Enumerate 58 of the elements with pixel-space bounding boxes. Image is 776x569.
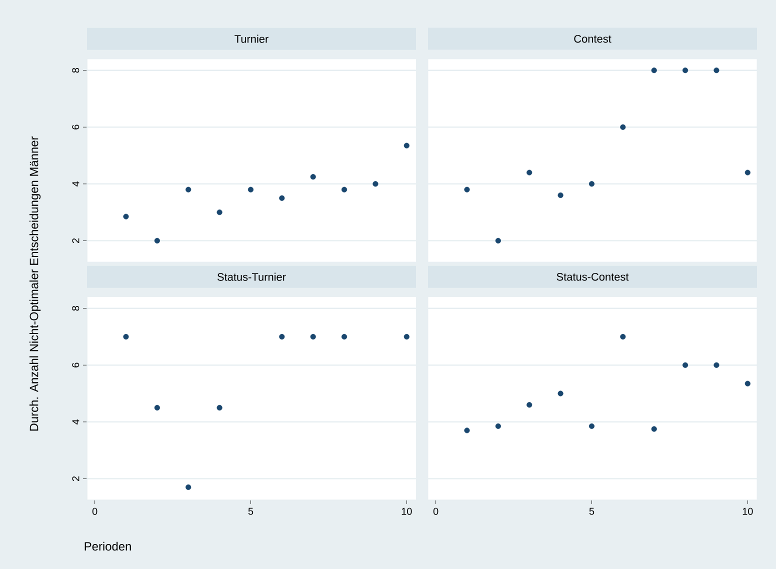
y-tick-label: 2 [72,238,80,243]
point [464,186,470,192]
chart-title: Status-Contest [556,272,629,281]
point [216,210,222,216]
x-tick-label: 5 [589,508,594,515]
y-tick-label: 4 [72,419,80,424]
point [744,380,750,386]
y-tick-label: 8 [72,306,80,311]
point [279,334,285,340]
y-tick-label: 2 [72,476,80,481]
point [744,170,750,176]
x-tick-label: 10 [402,508,412,515]
point [372,181,378,187]
point [123,214,129,220]
point [123,334,129,340]
y-axis-title: Durch. Anzahl Nicht-Optimaler Entscheidungen Männer [29,136,41,431]
point [588,181,595,187]
point [526,402,532,408]
y-tick-label: 6 [72,362,80,368]
y-tick-label: 8 [72,68,80,73]
point [558,192,564,198]
point [404,142,410,148]
point [404,334,410,340]
point [714,362,720,368]
point [620,124,626,130]
x-tick-label: 5 [248,508,254,515]
x-tick-label: 10 [742,508,753,515]
chart-title: Contest [574,34,612,43]
y-tick-label: 4 [72,181,80,186]
point [526,170,532,176]
chart-title: Status-Turnier [218,272,286,281]
point [714,68,720,74]
x-axis-title: Perioden [84,542,131,551]
point [495,423,501,429]
point [310,174,316,180]
point [464,428,470,434]
point [154,404,160,411]
point [186,186,192,192]
point [341,334,348,340]
point [216,404,222,411]
point [186,484,192,490]
y-tick-label: 6 [72,124,80,130]
point [248,186,254,192]
chart-title: Turnier [234,34,268,43]
point [154,238,160,244]
point [682,68,688,74]
point [310,334,316,340]
point [341,186,348,192]
x-tick-label: 0 [92,508,98,515]
point [620,334,626,340]
x-tick-label: 0 [433,508,438,515]
point [682,362,688,368]
point [495,238,501,244]
point [279,195,285,201]
point [558,390,564,396]
point [651,426,657,432]
point [588,423,595,429]
point [651,68,657,74]
